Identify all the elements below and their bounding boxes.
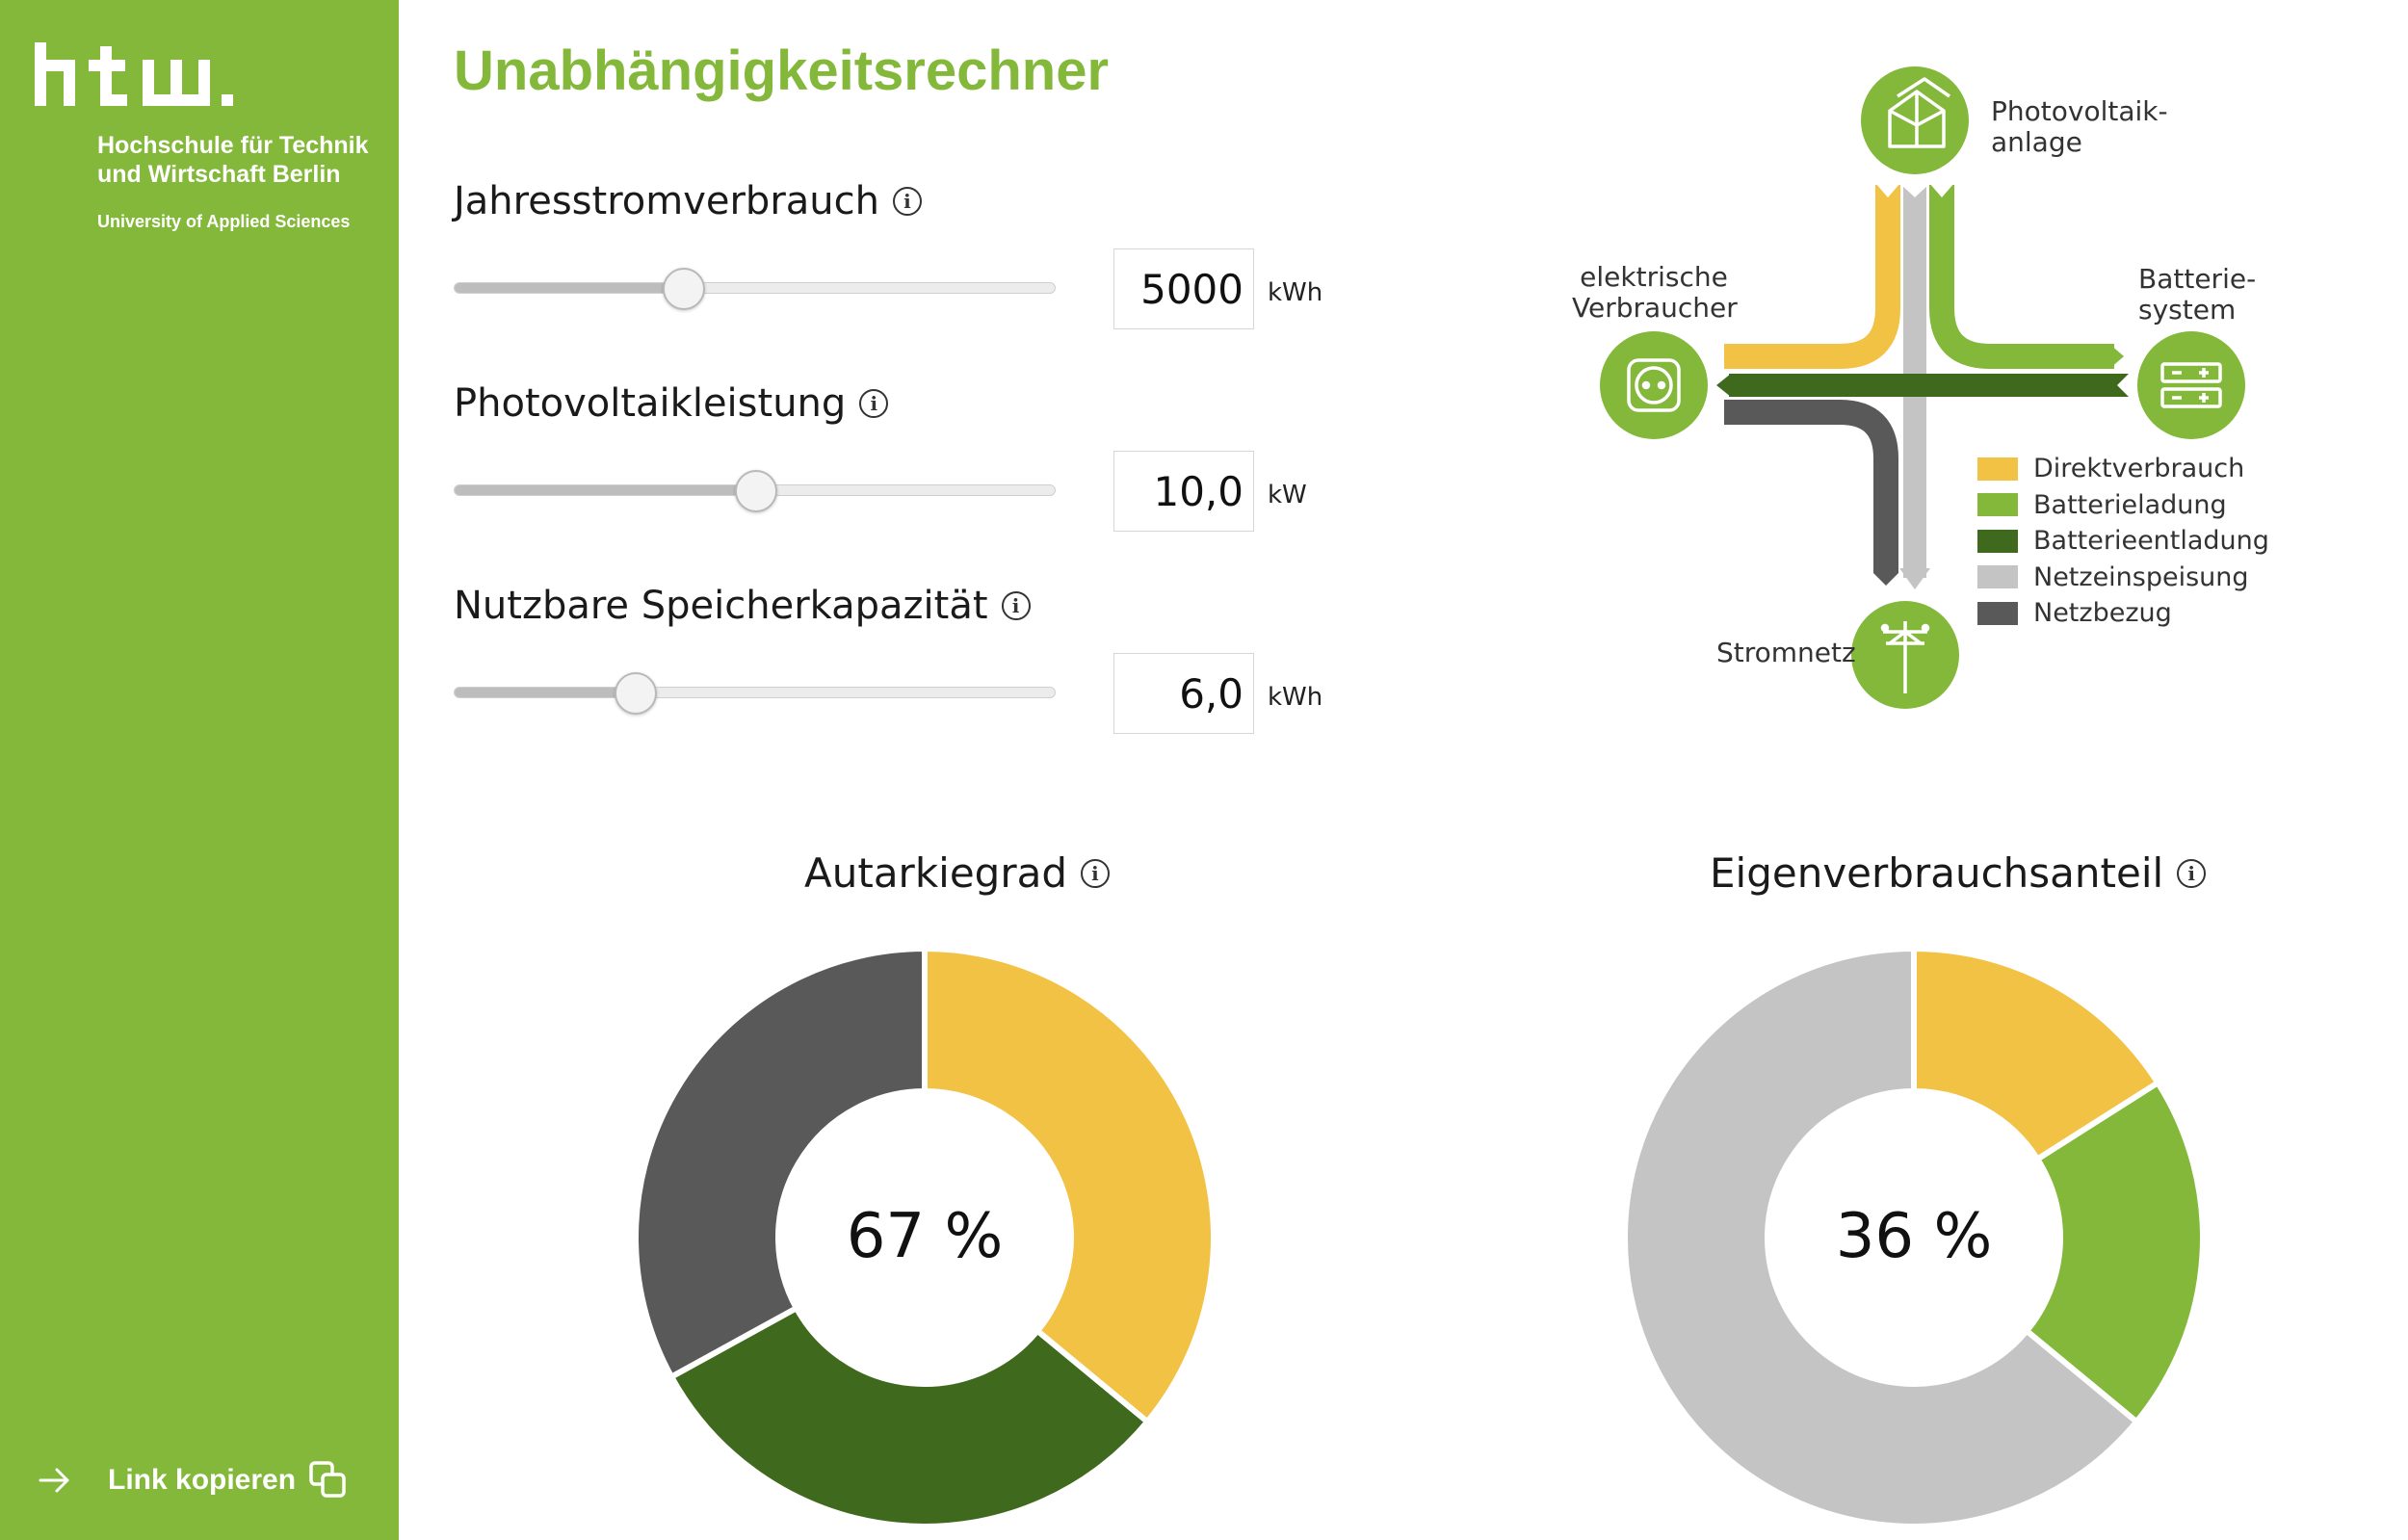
storage-slider-fill bbox=[455, 688, 636, 697]
legend-label: Batterieentladung bbox=[2033, 526, 2269, 557]
self-consumption-title-text: Eigenverbrauchsanteil bbox=[1710, 849, 2164, 897]
legend-item: Netzeinspeisung bbox=[1977, 560, 2269, 596]
copy-icon bbox=[309, 1461, 346, 1498]
autarky-donut-chart bbox=[633, 945, 1217, 1529]
donut-slice-direktverbrauch bbox=[1911, 945, 2162, 1163]
consumer-node bbox=[1600, 331, 1708, 439]
grid-node bbox=[1851, 601, 1959, 709]
legend-item: Direktverbrauch bbox=[1977, 451, 2269, 487]
consumption-slider-thumb[interactable] bbox=[662, 268, 705, 310]
self-consumption-donut-chart bbox=[1622, 945, 2206, 1529]
arrow-right-icon bbox=[39, 1468, 69, 1493]
flow-direct-use bbox=[1724, 185, 1900, 369]
legend-swatch bbox=[1977, 565, 2018, 589]
legend: Direktverbrauch Batterieladung Batteriee… bbox=[1977, 451, 2269, 632]
energy-flow-diagram bbox=[1600, 66, 2245, 709]
storage-label-text: Nutzbare Speicherkapazität bbox=[454, 584, 988, 628]
legend-swatch bbox=[1977, 529, 2018, 553]
legend-swatch bbox=[1977, 601, 2018, 625]
institution-name: Hochschule für Technik und Wirtschaft Be… bbox=[97, 132, 369, 188]
pv-power-label: Photovoltaikleistung i bbox=[454, 381, 889, 426]
power-pole-icon bbox=[1880, 621, 1930, 693]
legend-label: Batterieladung bbox=[2033, 489, 2227, 520]
flow-grid-draw bbox=[1724, 400, 1898, 573]
page-title: Unabhängigkeitsrechner bbox=[454, 39, 1110, 102]
info-icon[interactable]: i bbox=[1001, 591, 1031, 620]
donut-slice-netzeinspeisung bbox=[1622, 945, 2141, 1529]
storage-slider[interactable] bbox=[454, 672, 1056, 715]
consumer-label-line1: elektrische bbox=[1580, 261, 1728, 293]
storage-slider-thumb[interactable] bbox=[614, 672, 657, 715]
donut-slice-batterieentladung bbox=[667, 1304, 1152, 1529]
grid-label: Stromnetz bbox=[1716, 637, 1856, 668]
flow-battery-charge bbox=[1929, 185, 2114, 369]
pv-node bbox=[1861, 66, 1969, 174]
legend-label: Netzbezug bbox=[2033, 598, 2172, 629]
self-consumption-title: Eigenverbrauchsanteil i bbox=[1710, 849, 2207, 897]
storage-unit: kWh bbox=[1268, 683, 1323, 712]
legend-label: Direktverbrauch bbox=[2033, 454, 2245, 484]
pv-label-line2: anlage bbox=[1991, 126, 2082, 158]
consumer-label-line2: Verbraucher bbox=[1572, 292, 1738, 324]
consumption-slider-fill bbox=[455, 283, 684, 293]
pv-power-slider-thumb[interactable] bbox=[734, 470, 777, 512]
flow-grid-feed-head bbox=[1899, 568, 1930, 589]
donut-slice-direktverbrauch bbox=[922, 945, 1217, 1426]
pv-label-line1: Photovoltaik- bbox=[1991, 95, 2168, 127]
info-icon[interactable]: i bbox=[1080, 858, 1110, 888]
consumption-input[interactable] bbox=[1113, 248, 1254, 329]
battery-label-line1: Batterie- bbox=[2138, 263, 2257, 295]
pv-power-input[interactable] bbox=[1113, 451, 1254, 532]
storage-input[interactable] bbox=[1113, 653, 1254, 734]
consumption-label: Jahresstromverbrauch i bbox=[454, 179, 922, 223]
autarky-title: Autarkiegrad i bbox=[804, 849, 1110, 897]
info-icon[interactable]: i bbox=[892, 187, 922, 216]
battery-node bbox=[2137, 331, 2245, 439]
battery-label-line2: system bbox=[2138, 294, 2237, 326]
self-consumption-value: 36 % bbox=[1835, 1201, 1993, 1272]
autarky-title-text: Autarkiegrad bbox=[804, 849, 1067, 897]
legend-label: Netzeinspeisung bbox=[2033, 561, 2249, 592]
legend-item: Batterieentladung bbox=[1977, 523, 2269, 560]
house-icon bbox=[1888, 77, 1950, 148]
info-icon[interactable]: i bbox=[2177, 858, 2207, 888]
legend-swatch bbox=[1977, 493, 2018, 517]
pv-power-unit: kW bbox=[1268, 481, 1307, 509]
battery-label: Batterie- system bbox=[2138, 264, 2256, 326]
autarky-value: 67 % bbox=[846, 1201, 1004, 1272]
pv-power-slider-fill bbox=[455, 485, 756, 495]
legend-item: Batterieladung bbox=[1977, 487, 2269, 524]
copy-link-button[interactable]: Link kopieren bbox=[39, 1459, 350, 1501]
pv-power-slider[interactable] bbox=[454, 470, 1056, 512]
legend-item: Netzbezug bbox=[1977, 595, 2269, 632]
donut-slice-netzbezug bbox=[633, 945, 928, 1381]
legend-swatch bbox=[1977, 457, 2018, 481]
pv-power-label-text: Photovoltaikleistung bbox=[454, 381, 847, 426]
flow-battery-discharge bbox=[1729, 374, 2114, 397]
institution-subtitle: University of Applied Sciences bbox=[97, 212, 351, 231]
consumer-label: elektrische Verbraucher bbox=[1572, 261, 1738, 324]
sidebar: Hochschule für Technik und Wirtschaft Be… bbox=[0, 0, 399, 1540]
copy-link-label: Link kopieren bbox=[108, 1464, 297, 1496]
consumption-label-text: Jahresstromverbrauch bbox=[454, 179, 879, 223]
consumption-unit: kWh bbox=[1268, 278, 1323, 307]
info-icon[interactable]: i bbox=[859, 389, 889, 418]
storage-label: Nutzbare Speicherkapazität i bbox=[454, 584, 1031, 628]
socket-icon bbox=[1627, 358, 1681, 412]
donut-slice-batterieladung bbox=[2022, 1079, 2206, 1426]
pv-label: Photovoltaik- anlage bbox=[1991, 96, 2168, 158]
htw-logo bbox=[35, 42, 233, 106]
consumption-slider[interactable] bbox=[454, 268, 1056, 310]
battery-icon bbox=[2160, 362, 2222, 408]
